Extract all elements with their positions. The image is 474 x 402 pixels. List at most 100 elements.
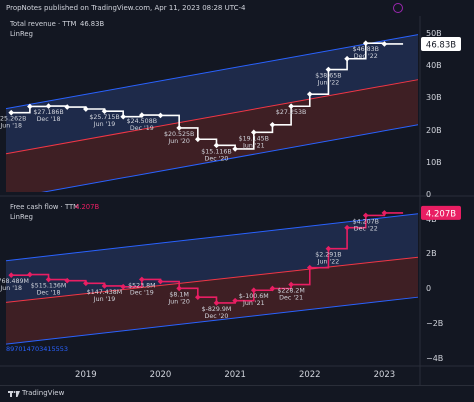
fcf-data-label: $147.438M — [87, 289, 122, 296]
revenue-price-badge — [421, 36, 461, 51]
fcf-y-tick-label: 2B — [426, 249, 437, 258]
revenue-data-point — [176, 125, 182, 131]
fcf-data-point — [101, 283, 108, 289]
revenue-data-point — [64, 104, 71, 110]
tradingview-brand: TradingView — [22, 389, 65, 397]
revenue-data-point — [250, 129, 257, 136]
revenue-data-label-period: Dec '18 — [37, 116, 61, 123]
fcf-price-badge-label: 4.207B — [426, 209, 456, 219]
fcf-data-label: $228.2M — [277, 288, 304, 295]
revenue-data-label: $24.508B — [127, 118, 157, 125]
revenue-linreg-lower-band — [6, 79, 418, 192]
tradingview-logo-icon — [8, 391, 20, 397]
revenue-data-label: $15.116B — [201, 148, 231, 155]
revenue-data-label-period: Jun '21 — [242, 142, 265, 149]
fcf-price-badge — [421, 205, 461, 220]
revenue-data-label-period: Jun '20 — [167, 138, 190, 145]
fcf-data-label: $4.207B — [353, 218, 379, 225]
revenue-data-label-period: Jun '18 — [0, 123, 22, 130]
revenue-data-label-period: Jun '19 — [93, 121, 116, 128]
revenue-data-point — [83, 106, 89, 112]
fcf-pane-title-value: 4.207B — [75, 203, 99, 211]
revenue-data-label: $19.145B — [239, 135, 269, 142]
fcf-data-label: $8.1M — [169, 291, 188, 298]
fcf-data-point — [250, 287, 257, 294]
revenue-data-label-period: Jun '22 — [317, 80, 340, 87]
revenue-y-tick-label: 50B — [426, 29, 442, 38]
fcf-series-line — [11, 212, 404, 304]
revenue-y-tick-label: 30B — [426, 93, 442, 102]
revenue-data-point — [139, 112, 145, 118]
publisher-line: PropNotes published on TradingView.com, … — [6, 4, 246, 12]
fcf-data-label: $-100.6M — [239, 293, 269, 300]
fcf-data-label-period: Dec '18 — [37, 290, 61, 297]
revenue-indicator-label: LinReg — [10, 30, 33, 38]
fcf-data-point — [288, 281, 294, 288]
fcf-data-label: $523.8M — [128, 282, 155, 289]
fcf-data-label-period: Dec '22 — [354, 225, 378, 232]
revenue-data-label-period: Dec '20 — [205, 155, 229, 162]
fcf-data-point — [157, 278, 164, 285]
revenue-y-tick-label: 10B — [426, 158, 442, 167]
fcf-data-point — [362, 212, 369, 219]
revenue-data-point — [288, 103, 294, 110]
fcf-data-label-period: Jun '21 — [242, 300, 265, 307]
fcf-data-label-period: Dec '21 — [279, 295, 303, 302]
fcf-linreg-upper-band — [6, 213, 418, 303]
fcf-data-point — [120, 283, 127, 290]
fcf-data-point — [27, 271, 33, 278]
fcf-data-label: $2.291B — [315, 252, 341, 259]
x-axis-label: 2021 — [224, 370, 246, 380]
fcf-data-label: $768.489M — [0, 278, 29, 285]
fcf-data-point — [306, 264, 313, 271]
revenue-pane-title: Total revenue · TTM — [9, 20, 77, 28]
revenue-data-point — [101, 108, 108, 115]
revenue-linreg-upper-line — [5, 34, 419, 110]
x-axis-label: 2022 — [299, 370, 321, 380]
fcf-linreg-upper-line — [5, 213, 419, 262]
revenue-data-label-period: Dec '22 — [354, 53, 378, 60]
revenue-data-label: $25.715B — [89, 114, 119, 121]
fcf-data-point — [325, 245, 332, 252]
revenue-data-point — [213, 142, 220, 149]
revenue-data-label-period: Dec '19 — [130, 125, 154, 132]
revenue-linreg-mid-line — [5, 79, 419, 155]
revenue-data-label: $27.253B — [276, 109, 306, 116]
revenue-data-label: $38.65B — [315, 73, 341, 80]
fcf-data-label-period: Jun '19 — [93, 296, 116, 303]
revenue-data-point — [120, 113, 127, 120]
revenue-data-label: $20.525B — [164, 131, 194, 138]
revenue-data-point — [325, 66, 332, 73]
revenue-data-point — [269, 121, 276, 128]
fcf-data-point — [176, 285, 182, 292]
footer-bar: TradingView — [0, 385, 474, 402]
fcf-data-point — [64, 277, 71, 284]
revenue-data-label: $25.262B — [0, 116, 26, 123]
fcf-y-tick-label: −4B — [426, 354, 443, 363]
revenue-pane-title-value: 46.83B — [80, 20, 104, 28]
revenue-y-tick-label: 40B — [426, 61, 442, 70]
revenue-data-point — [194, 136, 201, 143]
publisher-avatar-icon[interactable] — [393, 3, 403, 13]
revenue-y-tick-label: 20B — [426, 126, 442, 135]
revenue-data-label: $46.83B — [353, 46, 379, 53]
revenue-data-point — [27, 103, 33, 110]
fcf-data-point — [344, 224, 350, 231]
x-axis-label: 2020 — [150, 370, 172, 380]
fcf-indicator-label: LinReg — [10, 213, 33, 221]
revenue-data-point — [306, 91, 313, 98]
fcf-linreg-mid-line — [5, 256, 419, 303]
fcf-data-point — [213, 300, 220, 306]
fcf-data-point — [139, 276, 145, 283]
revenue-data-point — [157, 112, 164, 119]
fcf-linreg-lower-band — [6, 257, 418, 345]
fcf-data-point — [269, 285, 276, 292]
fcf-data-label-period: Jun '18 — [0, 285, 22, 292]
chart-id-label: 897014703415553 — [6, 345, 68, 353]
fcf-data-point — [232, 297, 238, 304]
fcf-data-label-period: Dec '19 — [130, 289, 154, 296]
fcf-data-label-period: Dec '20 — [205, 313, 229, 320]
revenue-linreg-upper-band — [6, 34, 418, 154]
fcf-data-label: $-829.9M — [202, 306, 232, 313]
